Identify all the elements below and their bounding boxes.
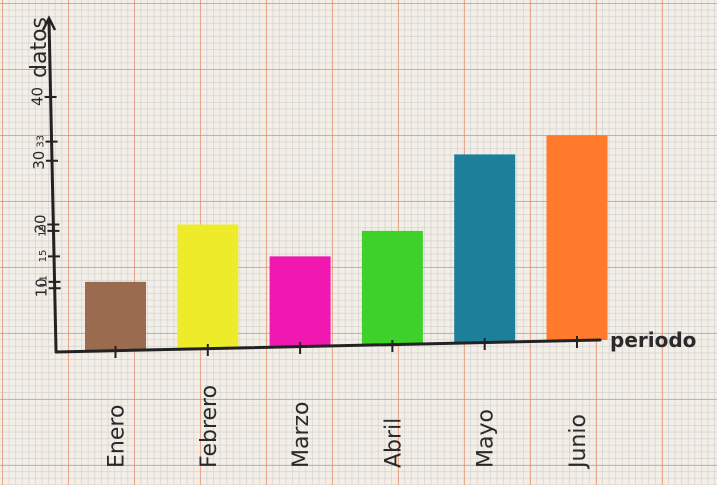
category-label-mayo: Mayo (474, 409, 499, 468)
y-tick-label: 19 (37, 224, 48, 237)
bar-febrero (177, 224, 239, 348)
y-tick-label: 10 (33, 278, 51, 297)
y-tick-label: 20 (31, 214, 49, 233)
y-axis-line (47, 18, 58, 352)
y-axis-label: datos (27, 17, 52, 78)
bar-junio (546, 135, 608, 340)
category-label-abril: Abril (381, 418, 406, 468)
x-axis-line (54, 338, 602, 354)
bar-enero (85, 281, 146, 350)
y-tick-label: 40 (29, 87, 47, 106)
bar-mayo (454, 154, 516, 342)
y-tick-label: 33 (36, 135, 47, 148)
x-axis-label: periodo (610, 328, 696, 352)
bar-abril (361, 230, 423, 344)
category-label-enero: Enero (105, 405, 130, 468)
y-tick-label: 15 (38, 250, 49, 263)
category-label-junio: Junio (566, 414, 591, 470)
y-tick-label: 30 (30, 151, 48, 170)
y-axis-arrow (41, 15, 57, 31)
category-label-marzo: Marzo (289, 401, 314, 468)
y-tick-label: 11 (39, 275, 50, 288)
bar-marzo (269, 256, 331, 346)
category-label-febrero: Febrero (197, 385, 222, 468)
